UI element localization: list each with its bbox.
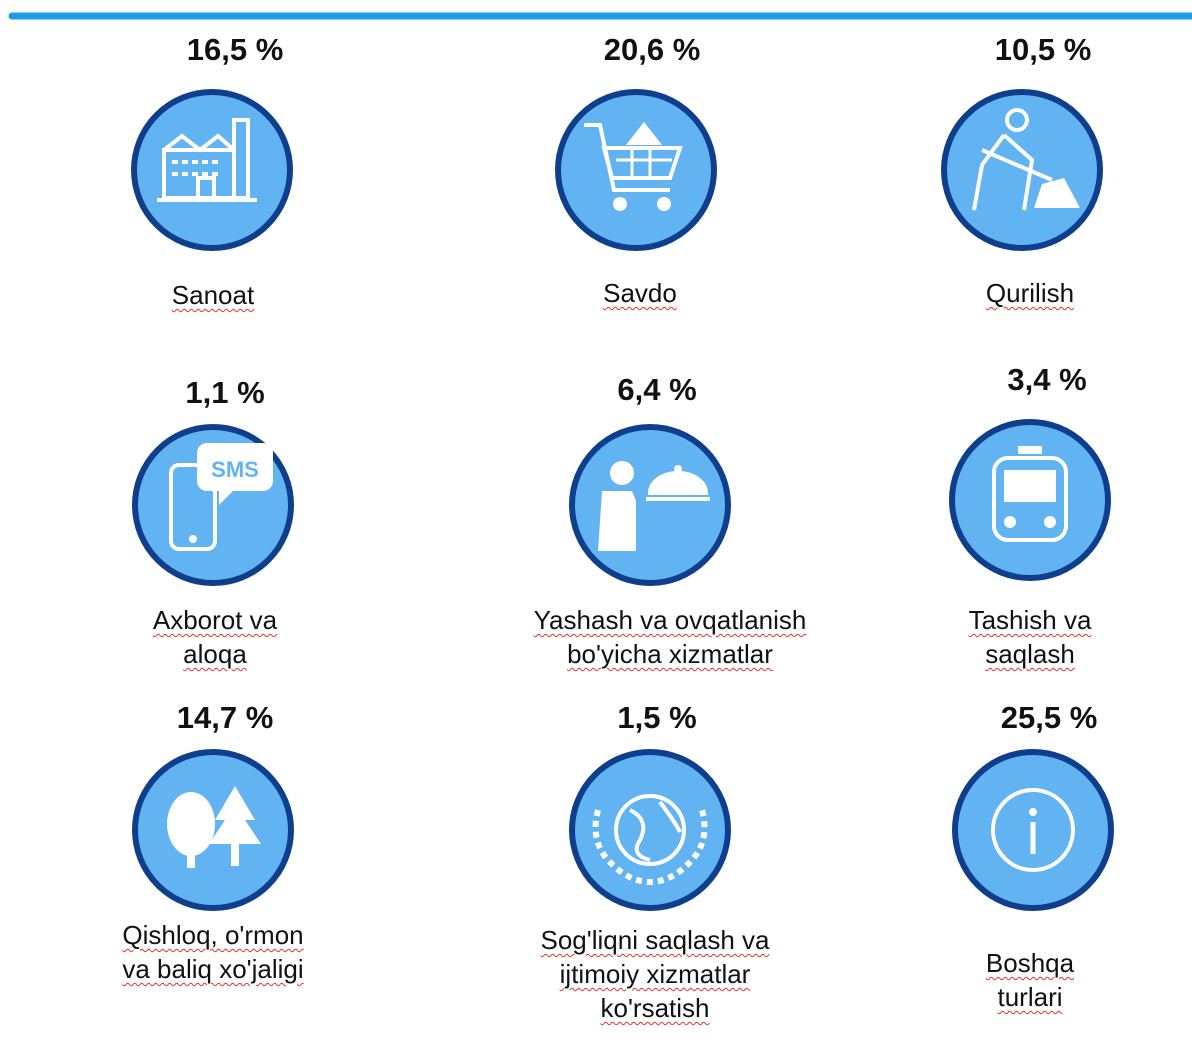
icon: SMS [132, 424, 294, 586]
label-line: Savdo [603, 278, 677, 308]
label: Qurilish [986, 276, 1074, 310]
icon [131, 89, 293, 251]
label-line: Qishloq, o'rmon [122, 920, 304, 950]
label: Qishloq, o'rmon va baliq xo'jaligi [122, 918, 303, 986]
label: Savdo [603, 276, 677, 310]
label: Axborot va aloqa [153, 603, 277, 671]
label-line: va baliq xo'jaligi [122, 954, 304, 984]
label-line: Boshqa [985, 948, 1075, 978]
icon [949, 419, 1111, 581]
label: Tashish va saqlash [969, 603, 1092, 671]
percent: 14,7 % [176, 700, 274, 735]
label: Yashash va ovqatlanish bo'yicha xizmatlar [534, 603, 807, 671]
label-line: Tashish va [968, 605, 1092, 635]
percent: 10,5 % [994, 32, 1092, 67]
percent: 1,1 % [185, 375, 265, 410]
label: Sog'liqni saqlash va ijtimoiy xizmatlar ko… [541, 923, 770, 1025]
label-line: ko'rsatish [600, 993, 710, 1023]
percent: 1,5 % [617, 700, 697, 735]
label-line: bo'yicha xizmatlar [567, 639, 773, 669]
icon [941, 89, 1103, 251]
percent: 3,4 % [1007, 362, 1087, 397]
percent: 16,5 % [186, 32, 284, 67]
label-line: ijtimoiy xizmatlar [559, 959, 751, 989]
label-line: Qurilish [985, 278, 1075, 308]
label: Sanoat [172, 278, 254, 312]
label-line: Sanoat [171, 280, 255, 310]
icon [569, 749, 731, 911]
percent: 20,6 % [603, 32, 701, 67]
label-line: Sog'liqni saqlash va [540, 925, 770, 955]
label-line: turlari [997, 982, 1063, 1012]
label-line: Axborot va [152, 605, 278, 635]
icon [569, 424, 731, 586]
label-line: saqlash [985, 639, 1075, 669]
label: Boshqa turlari [986, 946, 1074, 1014]
icon [132, 749, 294, 911]
label-line: aloqa [183, 639, 247, 669]
icon-text: SMS [211, 457, 259, 482]
percent: 25,5 % [1000, 700, 1098, 735]
percent: 6,4 % [617, 372, 697, 407]
label-line: Yashash va ovqatlanish [533, 605, 807, 635]
icon [952, 749, 1114, 911]
icon [555, 89, 717, 251]
